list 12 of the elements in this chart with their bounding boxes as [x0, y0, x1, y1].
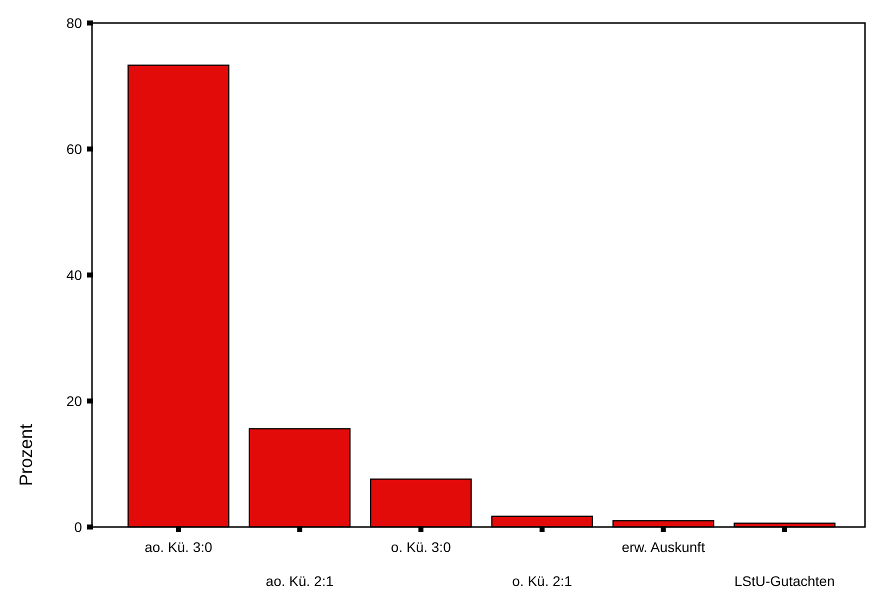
y-tick-label: 40	[66, 266, 82, 283]
x-tick-label: o. Kü. 3:0	[390, 539, 452, 555]
y-tick-label: 80	[66, 14, 82, 31]
y-tick-label: 20	[66, 392, 82, 409]
x-tick-label: LStU-Gutachten	[734, 573, 835, 589]
y-axis-title: Prozent	[16, 424, 36, 486]
y-tick-label: 0	[74, 518, 82, 535]
x-tick-label: ao. Kü. 3:0	[144, 539, 213, 555]
x-tick-label: erw. Auskunft	[622, 539, 706, 555]
x-tick-label: o. Kü. 2:1	[512, 573, 572, 589]
x-tick-label: ao. Kü. 2:1	[266, 573, 334, 589]
y-tick-label: 60	[66, 140, 82, 157]
